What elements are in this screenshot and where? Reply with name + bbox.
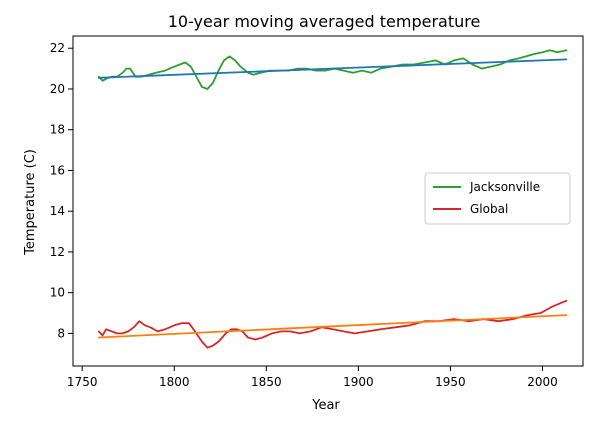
y-tick-label: 12 — [50, 245, 65, 259]
y-axis-label: Temperature (C) — [23, 149, 38, 256]
series-line-trend-3 — [97, 314, 568, 339]
series-line-global — [97, 299, 568, 349]
legend-label: Global — [470, 202, 508, 216]
series-line-jacksonville — [97, 49, 568, 90]
y-tick-label: 16 — [50, 163, 65, 177]
y-tick-label: 10 — [50, 286, 65, 300]
series-line-trend-2 — [97, 58, 568, 79]
x-axis-label: Year — [311, 398, 340, 413]
x-tick-label: 1850 — [251, 375, 282, 389]
x-tick-label: 1800 — [159, 375, 190, 389]
axes-layer: 1750 1800 1850 1900 1950 2000 8 10 12 14 16 18 20 22 — [50, 35, 584, 389]
y-tick-label: 14 — [50, 204, 65, 218]
y-tick-label: 8 — [57, 326, 65, 340]
x-tick-label: 1900 — [343, 375, 374, 389]
y-tick-label: 22 — [50, 41, 65, 55]
legend: Jacksonville Global — [424, 172, 571, 225]
y-tick-label: 20 — [50, 82, 65, 96]
chart-title: 10-year moving averaged temperature — [168, 12, 481, 31]
plot-frame — [72, 35, 584, 367]
legend-label: Jacksonville — [469, 180, 540, 194]
series-layer — [97, 49, 568, 349]
x-tick-label: 2000 — [527, 375, 558, 389]
y-tick-label: 18 — [50, 123, 65, 137]
x-tick-label: 1750 — [67, 375, 98, 389]
x-tick-label: 1950 — [435, 375, 466, 389]
legend-box — [424, 172, 571, 225]
